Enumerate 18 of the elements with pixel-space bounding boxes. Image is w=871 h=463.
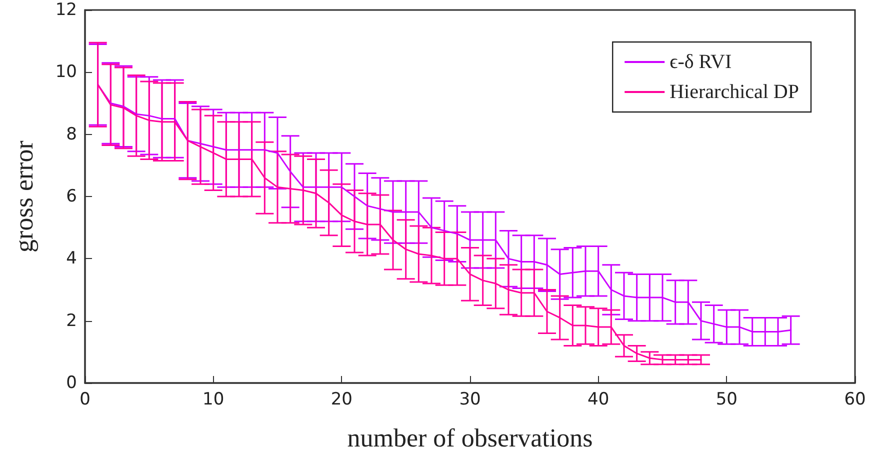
legend-label: Hierarchical DP: [670, 81, 800, 103]
y-tick-label: 2: [66, 310, 77, 331]
y-tick-label: 10: [55, 62, 77, 82]
y-tick-label: 0: [66, 373, 77, 393]
x-tick-label: 10: [202, 390, 224, 410]
x-axis-title: number of observations: [347, 424, 593, 452]
y-tick-label: 6: [66, 186, 77, 206]
x-tick-label: 30: [459, 390, 481, 410]
x-tick-label: 50: [716, 390, 738, 410]
x-tick-label: 20: [330, 390, 352, 410]
x-tick-label: 0: [80, 390, 90, 410]
x-tick-label: 40: [588, 390, 610, 410]
x-tick-label: 60: [844, 390, 866, 410]
y-tick-label: 4: [66, 248, 77, 269]
legend-label: ϵ-δ RVI: [670, 51, 732, 73]
y-axis-title: gross error: [10, 140, 38, 252]
y-tick-label: 8: [66, 124, 77, 144]
y-tick-label: 12: [55, 0, 77, 20]
